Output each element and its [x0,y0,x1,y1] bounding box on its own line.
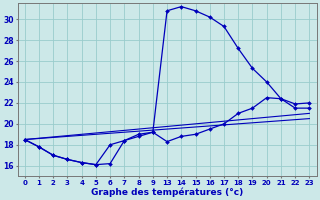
X-axis label: Graphe des températures (°c): Graphe des températures (°c) [91,187,243,197]
